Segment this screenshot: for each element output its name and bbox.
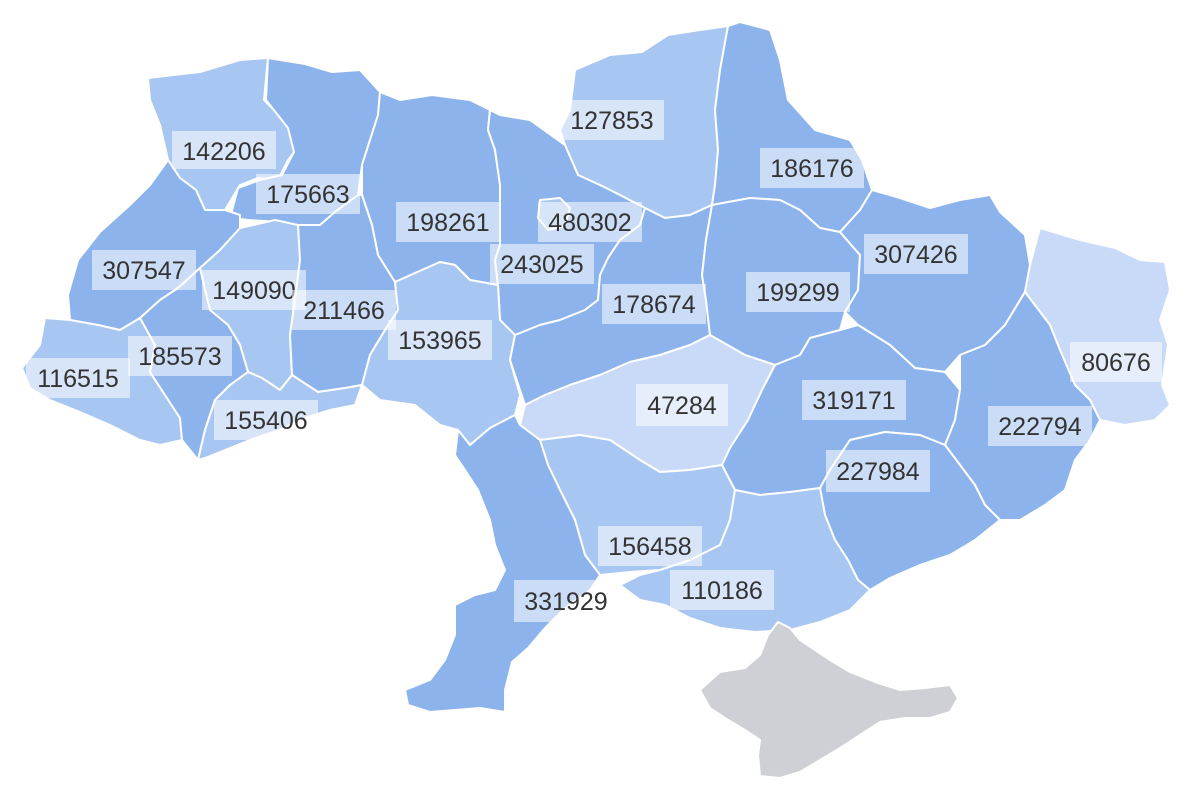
label-text-kyiv-city: 480302	[548, 209, 631, 237]
label-text-lviv: 307547	[102, 257, 185, 285]
label-text-cherkasy: 178674	[612, 291, 696, 319]
label-text-chernihiv: 127853	[570, 107, 653, 135]
label-ivano-frankivsk: 185573	[128, 336, 232, 376]
label-text-poltava: 199299	[756, 279, 839, 307]
label-text-khmelnytskyi: 211466	[303, 297, 385, 325]
region-zhytomyr[interactable]	[361, 91, 501, 286]
label-rivne: 175663	[256, 174, 360, 214]
label-text-odesa: 331929	[524, 588, 607, 616]
label-chernivtsi: 155406	[214, 400, 318, 440]
label-khmelnytskyi: 211466	[292, 290, 396, 330]
label-text-luhansk: 80676	[1081, 349, 1151, 377]
label-text-kherson: 110186	[681, 577, 763, 605]
label-sumy: 186176	[760, 148, 864, 188]
label-ternopil: 149090	[202, 270, 306, 310]
label-text-dnipropetrovsk: 319171	[812, 387, 895, 415]
label-chernihiv: 127853	[560, 100, 664, 140]
region-odesa[interactable]	[404, 414, 601, 713]
label-text-rivne: 175663	[266, 181, 349, 209]
label-text-sumy: 186176	[770, 155, 853, 183]
label-text-kirovohrad: 47284	[647, 392, 717, 420]
label-text-ternopil: 149090	[212, 277, 295, 305]
label-mykolaiv: 156458	[598, 526, 702, 566]
label-kyiv-oblast: 243025	[490, 244, 594, 284]
label-text-ivano-frankivsk: 185573	[138, 343, 221, 371]
label-text-zaporizhzhia: 227984	[836, 458, 920, 486]
label-poltava: 199299	[746, 272, 850, 312]
label-donetsk: 222794	[988, 406, 1092, 446]
label-odesa: 331929	[514, 580, 618, 622]
label-zhytomyr: 198261	[396, 202, 500, 242]
label-text-zakarpattia: 116515	[37, 365, 119, 393]
label-vinnytsia: 153965	[388, 320, 492, 360]
label-text-volyn: 142206	[182, 138, 265, 166]
labels-layer: 142206 175663 198261 127853 186176 48030…	[26, 100, 1162, 622]
label-luhansk: 80676	[1070, 342, 1162, 382]
label-cherkasy: 178674	[602, 284, 706, 324]
label-dnipropetrovsk: 319171	[802, 380, 906, 420]
region-crimea[interactable]	[699, 621, 959, 779]
label-text-mykolaiv: 156458	[608, 533, 691, 561]
label-zaporizhzhia: 227984	[826, 450, 930, 492]
label-text-zhytomyr: 198261	[406, 209, 489, 237]
label-zakarpattia: 116515	[26, 358, 130, 398]
label-kyiv-city: 480302	[538, 202, 642, 242]
label-kirovohrad: 47284	[636, 384, 728, 426]
label-volyn: 142206	[172, 131, 276, 169]
label-lviv: 307547	[92, 250, 196, 290]
label-kharkiv: 307426	[864, 234, 968, 274]
label-text-kharkiv: 307426	[874, 241, 957, 269]
label-text-kyiv-oblast: 243025	[500, 251, 583, 279]
label-text-chernivtsi: 155406	[224, 407, 307, 435]
label-kherson: 110186	[670, 570, 774, 610]
label-text-donetsk: 222794	[998, 413, 1082, 441]
label-text-vinnytsia: 153965	[398, 327, 481, 355]
